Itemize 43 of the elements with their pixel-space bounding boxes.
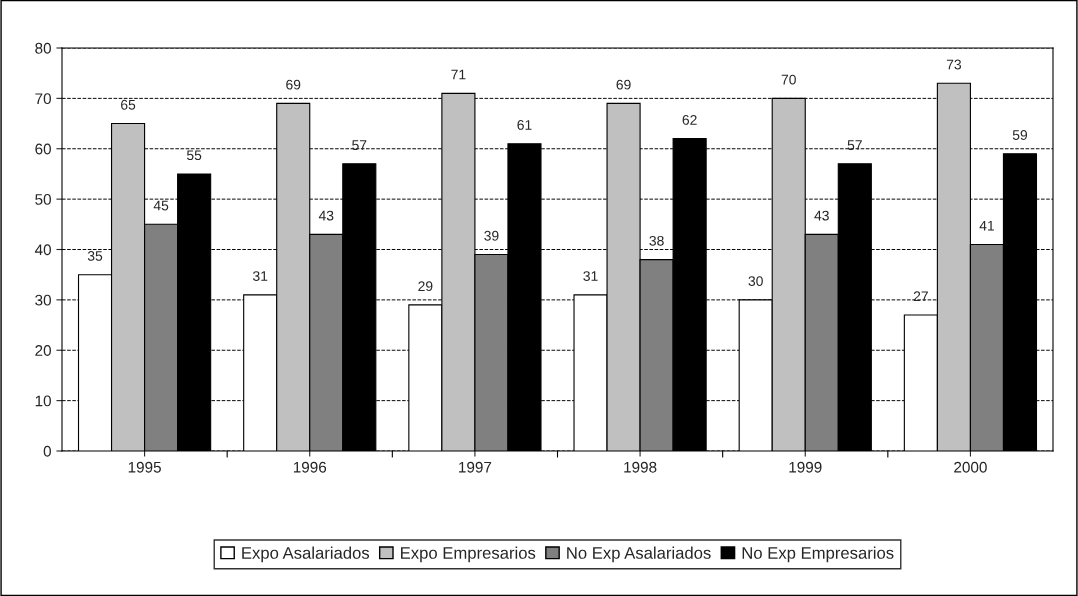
y-tick-label: 80 <box>35 42 51 54</box>
y-tick-label: 0 <box>43 445 51 457</box>
data-label: 35 <box>87 251 103 261</box>
data-label: 70 <box>781 74 796 85</box>
x-tick-label: 1995 <box>128 461 161 473</box>
y-tick-label: 40 <box>34 244 51 256</box>
data-label: 73 <box>946 59 962 70</box>
y-tick-label: 50 <box>35 193 51 205</box>
data-label: 30 <box>748 276 763 287</box>
data-label: 62 <box>682 114 697 125</box>
data-label: 31 <box>253 271 268 281</box>
data-label: 71 <box>451 69 466 80</box>
y-tick-label: 10 <box>35 395 51 407</box>
y-tick-label: 20 <box>35 345 51 356</box>
data-label: 27 <box>913 291 928 301</box>
x-tick-label: 1998 <box>624 461 657 473</box>
y-tick-label: 60 <box>35 143 51 155</box>
data-label: 29 <box>418 281 433 292</box>
data-label: 39 <box>484 230 499 241</box>
legend-label: No Exp Asalariados <box>567 546 711 563</box>
data-label: 38 <box>649 235 664 246</box>
data-label: 43 <box>318 210 334 221</box>
x-tick-label: 1996 <box>293 461 327 473</box>
data-label: 61 <box>517 120 532 130</box>
data-label: 43 <box>814 210 829 221</box>
data-label: 41 <box>979 220 994 231</box>
x-tick-label: 1997 <box>459 461 492 473</box>
data-label: 65 <box>121 99 136 110</box>
y-tick-label: 70 <box>35 93 51 105</box>
x-tick-label: 1999 <box>789 461 822 473</box>
data-label: 59 <box>1012 130 1028 140</box>
data-label: 45 <box>153 200 169 211</box>
legend-label: Expo Asalariados <box>242 546 370 563</box>
y-tick-label: 30 <box>35 294 51 306</box>
legend-label: No Exp Empresarios <box>742 546 894 563</box>
data-label: 31 <box>583 271 598 281</box>
data-label: 57 <box>352 140 367 151</box>
legend-label: Expo Empresarios <box>401 546 536 563</box>
data-label: 55 <box>186 150 202 161</box>
data-label: 69 <box>286 79 301 90</box>
data-label: 69 <box>616 79 631 90</box>
x-tick-label: 2000 <box>954 461 987 473</box>
data-label: 57 <box>847 140 862 151</box>
